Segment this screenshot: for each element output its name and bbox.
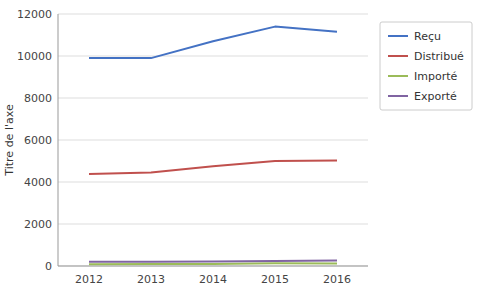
legend-label: Exporté (414, 90, 457, 103)
grid-line (58, 98, 368, 99)
x-tick-label: 2016 (323, 273, 351, 286)
x-tick-label: 2014 (199, 273, 227, 286)
grid-line (58, 182, 368, 183)
y-axis-label: Titre de l'axe (3, 104, 16, 177)
chart: 0 2000 4000 6000 8000 10000 12000 2012 2013 2014 2… (0, 0, 480, 294)
legend-label: Distribué (414, 50, 464, 63)
y-tick-label: 8000 (24, 92, 52, 105)
legend-swatch (388, 55, 408, 57)
series-line (89, 263, 337, 264)
grid-line (58, 140, 368, 141)
grid-line (58, 224, 368, 225)
legend-swatch (388, 35, 408, 37)
series-line (89, 27, 337, 58)
grid (58, 14, 368, 266)
x-tick-label: 2012 (75, 273, 103, 286)
series-line (89, 161, 337, 174)
y-tick-label: 4000 (24, 176, 52, 189)
y-tick-label: 2000 (24, 218, 52, 231)
x-tick-label: 2015 (261, 273, 289, 286)
y-tick-label: 10000 (17, 50, 52, 63)
legend-swatch (388, 95, 408, 97)
grid-line (58, 56, 368, 57)
grid-line (58, 266, 368, 267)
legend-frame (380, 22, 472, 110)
y-tick-label: 0 (45, 260, 52, 273)
y-tick-label: 12000 (17, 8, 52, 21)
grid-line (58, 14, 368, 15)
legend-label: Importé (414, 70, 458, 83)
legend-label: Reçu (414, 30, 441, 43)
y-tick-label: 6000 (24, 134, 52, 147)
y-axis-line (58, 14, 59, 266)
x-axis-line (58, 266, 368, 267)
x-tick-label: 2013 (137, 273, 165, 286)
legend-swatch (388, 75, 408, 77)
legend: Reçu Distribué Importé Exporté (380, 22, 472, 110)
series-line (89, 261, 337, 262)
series-group (89, 27, 337, 265)
